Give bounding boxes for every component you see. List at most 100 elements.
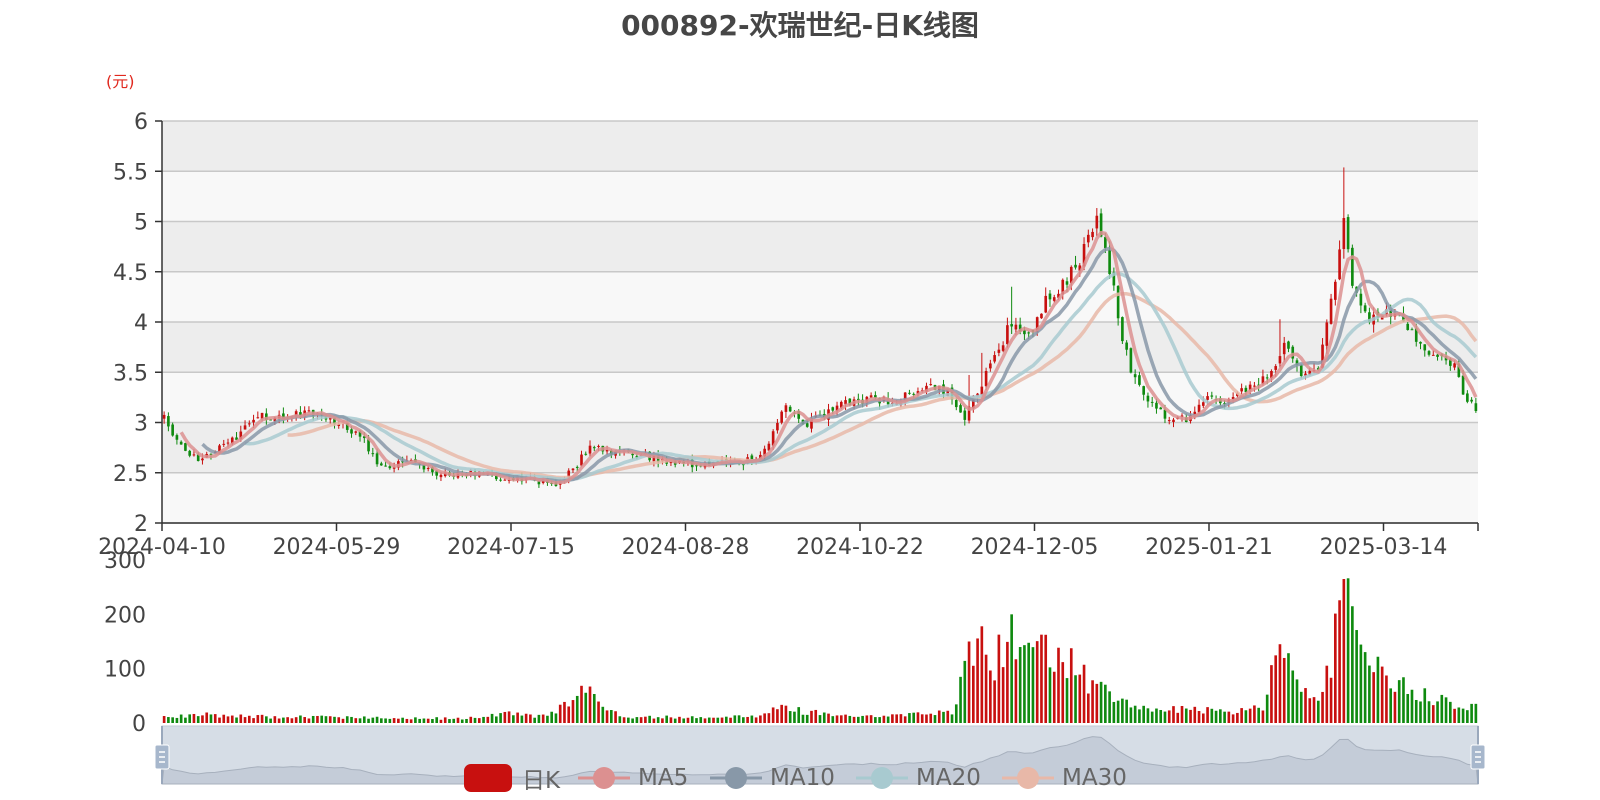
volume-bar[interactable] [1406,693,1410,723]
candle-body[interactable] [1431,354,1435,356]
volume-bar[interactable] [656,717,660,723]
candle-body[interactable] [1329,298,1333,324]
candle-body[interactable] [784,405,788,412]
volume-bar[interactable] [827,713,830,723]
volume-bar[interactable] [1231,714,1235,723]
volume-bar[interactable] [422,718,426,723]
candle-body[interactable] [1308,370,1312,375]
legend-item-kline[interactable]: 日K [462,758,560,798]
candle-body[interactable] [1133,374,1137,378]
candle-body[interactable] [993,355,996,362]
volume-bar[interactable] [678,716,681,723]
volume-bar[interactable] [1082,664,1086,723]
volume-bar[interactable] [277,718,281,723]
candle-body[interactable] [1167,420,1171,422]
volume-bar[interactable] [1184,708,1188,723]
candle-body[interactable] [192,454,196,456]
candle-body[interactable] [1108,250,1111,275]
candle-body[interactable] [797,410,801,419]
candle-body[interactable] [1223,403,1226,405]
candle-body[interactable] [857,398,860,401]
volume-bar[interactable] [286,717,289,723]
volume-bar[interactable] [1074,675,1077,723]
volume-bar[interactable] [1321,691,1324,723]
volume-bar[interactable] [222,714,226,723]
volume-bar[interactable] [716,717,720,723]
volume-bar[interactable] [805,714,809,723]
candle-body[interactable] [196,454,200,461]
volume-bar[interactable] [1419,701,1422,723]
volume-bar[interactable] [1078,674,1082,723]
volume-bar[interactable] [571,700,575,723]
volume-bar[interactable] [682,718,686,723]
candle-body[interactable] [1368,312,1371,323]
volume-bar[interactable] [1372,672,1375,723]
candle-body[interactable] [1419,341,1422,344]
volume-bar[interactable] [1236,712,1239,723]
candle-body[interactable] [1040,313,1043,319]
volume-bar[interactable] [311,715,315,723]
candle-body[interactable] [1436,354,1439,357]
volume-bar[interactable] [707,717,711,723]
volume-bar[interactable] [937,710,941,723]
candle-body[interactable] [1018,324,1022,332]
volume-bar[interactable] [397,718,400,723]
candle-body[interactable] [1325,322,1329,346]
volume-bar[interactable] [959,676,962,723]
volume-bar[interactable] [993,680,996,723]
candle-body[interactable] [908,392,911,394]
volume-bar[interactable] [903,716,907,723]
candle-body[interactable] [1346,217,1350,250]
candle-body[interactable] [1261,376,1265,385]
volume-bar[interactable] [737,715,741,723]
volume-bar[interactable] [477,718,481,723]
candle-body[interactable] [1291,346,1295,359]
volume-bar[interactable] [967,641,971,724]
candle-body[interactable] [1270,370,1273,379]
volume-bar[interactable] [844,714,847,723]
candle-body[interactable] [916,391,920,394]
candle-body[interactable] [401,461,404,463]
candle-body[interactable] [588,445,592,454]
volume-bar[interactable] [686,717,690,723]
candle-body[interactable] [162,414,166,419]
volume-bar[interactable] [409,719,413,723]
volume-bar[interactable] [316,715,319,723]
volume-bar[interactable] [1270,665,1273,723]
volume-bar[interactable] [652,718,656,723]
volume-bar[interactable] [320,715,324,723]
candle-body[interactable] [767,443,771,451]
volume-bar[interactable] [984,654,988,723]
volume-bar[interactable] [167,717,170,723]
candle-body[interactable] [1410,329,1414,331]
volume-bar[interactable] [1048,667,1052,723]
volume-bar[interactable] [1006,641,1009,723]
volume-bar[interactable] [392,718,396,723]
volume-bar[interactable] [388,718,392,723]
volume-bar[interactable] [609,710,613,723]
volume-bar[interactable] [989,670,992,723]
candle-body[interactable] [1334,281,1337,300]
candle-body[interactable] [282,413,285,420]
candle-body[interactable] [1338,249,1341,280]
volume-bar[interactable] [1210,708,1214,723]
candle-body[interactable] [1253,385,1256,387]
volume-bar[interactable] [345,716,349,723]
candle-body[interactable] [507,480,511,482]
volume-bar[interactable] [925,714,928,723]
volume-bar[interactable] [1474,703,1478,723]
candle-body[interactable] [1138,375,1141,385]
volume-bar[interactable] [1129,707,1133,723]
candle-body[interactable] [1035,317,1039,332]
volume-bar[interactable] [337,717,341,723]
candle-body[interactable] [1299,365,1303,377]
candle-body[interactable] [239,431,243,440]
volume-bar[interactable] [299,715,302,723]
volume-bar[interactable] [648,715,651,723]
volume-bar[interactable] [1112,701,1116,723]
volume-bar[interactable] [265,716,268,723]
volume-bar[interactable] [767,713,771,723]
volume-bar[interactable] [746,716,749,723]
candle-body[interactable] [631,453,634,456]
candle-body[interactable] [388,466,392,469]
